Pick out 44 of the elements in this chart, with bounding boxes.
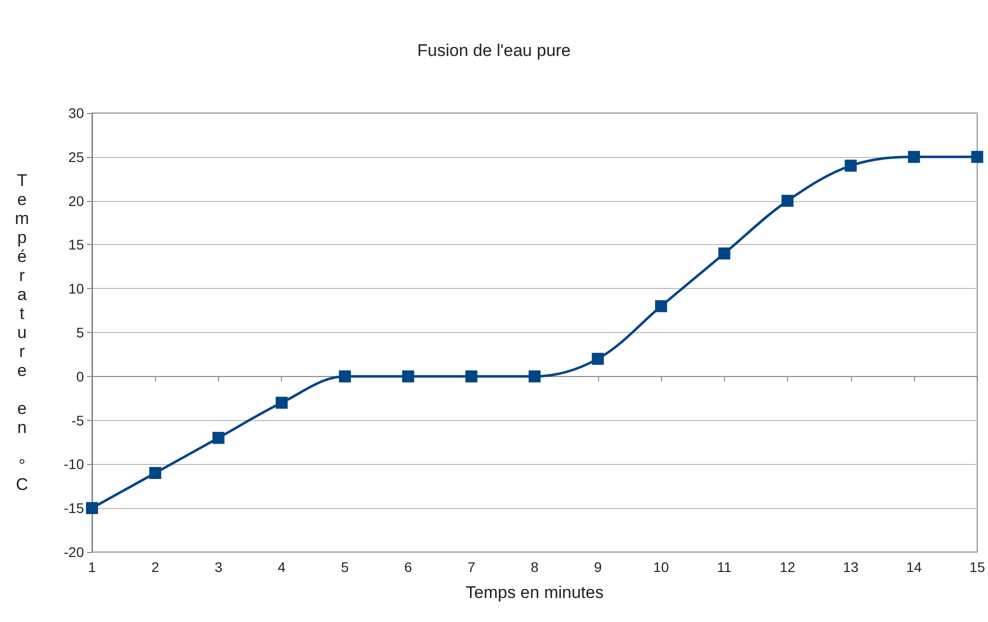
y-tick-label: -20 <box>64 544 84 560</box>
point <box>592 352 604 365</box>
x-tick-label: 10 <box>653 559 670 575</box>
y-tick-label: 0 <box>76 368 84 384</box>
x-tick-label: 3 <box>214 559 223 575</box>
x-tick-label: 15 <box>969 559 986 575</box>
y-tick-label: 25 <box>68 148 84 165</box>
y-tick-label: 30 <box>68 105 84 121</box>
point <box>655 300 668 312</box>
point <box>276 396 288 409</box>
x-axis-title: Temps en minutes <box>466 583 604 602</box>
point <box>86 502 98 514</box>
y-tick-label: -10 <box>64 456 84 472</box>
x-tick-label: 14 <box>906 559 922 575</box>
y-tick-label: 10 <box>68 280 84 297</box>
x-tick-label: 4 <box>278 559 286 575</box>
point <box>782 194 794 207</box>
x-tick-label: 12 <box>780 559 796 575</box>
x-tick-label: 11 <box>717 559 732 575</box>
x-tick-label: 6 <box>404 559 412 575</box>
y-tick-label: -15 <box>64 500 84 516</box>
x-tick-label: 1 <box>88 559 96 575</box>
point <box>908 150 920 163</box>
point <box>528 370 541 382</box>
point <box>718 247 730 260</box>
x-tick-label: 8 <box>530 559 539 575</box>
x-tick-label: 9 <box>594 559 602 575</box>
x-tick-label: 13 <box>842 559 859 575</box>
point <box>402 370 414 382</box>
y-tick-label: 20 <box>68 192 84 209</box>
point <box>465 370 478 382</box>
point <box>844 160 857 172</box>
x-tick-label: 5 <box>341 559 350 575</box>
chart-title: Fusion de l'eau pure <box>417 41 571 60</box>
point <box>338 370 351 382</box>
point <box>212 432 224 444</box>
y-tick-label: 15 <box>68 236 84 253</box>
point <box>971 150 984 163</box>
text: Température en °C <box>14 171 30 494</box>
y-tick-label: 5 <box>76 324 84 340</box>
point <box>149 466 162 479</box>
y-tick-label: -5 <box>72 412 84 428</box>
x-tick-label: 7 <box>467 559 476 575</box>
x-tick-label: 2 <box>151 559 160 575</box>
